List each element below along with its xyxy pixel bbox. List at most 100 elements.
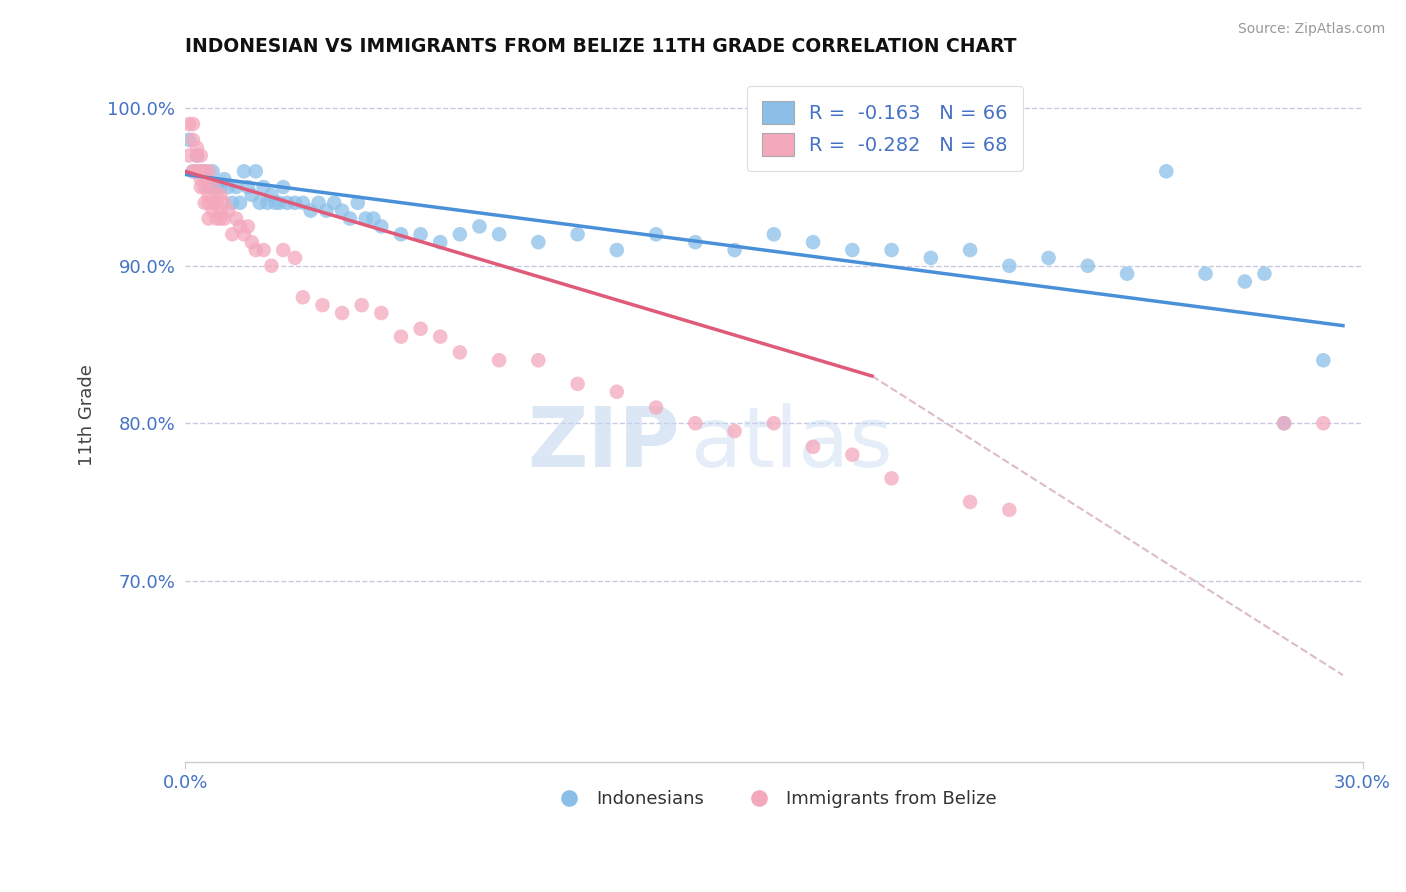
Point	[186, 141, 208, 155]
Point	[330, 306, 353, 320]
Point	[354, 211, 377, 226]
Point	[205, 195, 228, 210]
Point	[181, 164, 204, 178]
Point	[225, 180, 247, 194]
Text: Source: ZipAtlas.com: Source: ZipAtlas.com	[1237, 22, 1385, 37]
Point	[229, 195, 252, 210]
Point	[1312, 416, 1334, 430]
Point	[1272, 416, 1295, 430]
Point	[190, 164, 212, 178]
Point	[389, 329, 412, 343]
Point	[350, 298, 373, 312]
Point	[177, 133, 200, 147]
Point	[221, 227, 243, 242]
Point	[197, 180, 219, 194]
Point	[229, 219, 252, 234]
Point	[197, 188, 219, 202]
Point	[429, 329, 451, 343]
Point	[205, 180, 228, 194]
Point	[723, 424, 745, 438]
Point	[880, 471, 903, 485]
Point	[194, 195, 217, 210]
Point	[284, 251, 307, 265]
Point	[1253, 267, 1275, 281]
Point	[245, 164, 267, 178]
Point	[256, 195, 278, 210]
Point	[299, 203, 322, 218]
Point	[209, 188, 232, 202]
Point	[801, 440, 824, 454]
Point	[236, 180, 259, 194]
Point	[567, 227, 589, 242]
Point	[685, 416, 707, 430]
Point	[214, 172, 236, 186]
Point	[252, 180, 274, 194]
Point	[880, 243, 903, 257]
Point	[214, 195, 236, 210]
Point	[841, 243, 863, 257]
Point	[468, 219, 491, 234]
Point	[190, 172, 212, 186]
Point	[197, 211, 219, 226]
Point	[260, 188, 283, 202]
Point	[370, 219, 392, 234]
Y-axis label: 11th Grade: 11th Grade	[79, 365, 96, 467]
Point	[194, 180, 217, 194]
Point	[233, 227, 256, 242]
Point	[527, 353, 550, 368]
Point	[209, 211, 232, 226]
Point	[1194, 267, 1216, 281]
Point	[409, 322, 432, 336]
Point	[186, 148, 208, 162]
Point	[363, 211, 385, 226]
Point	[201, 164, 224, 178]
Point	[194, 172, 217, 186]
Point	[998, 503, 1021, 517]
Point	[177, 148, 200, 162]
Point	[1077, 259, 1099, 273]
Point	[252, 243, 274, 257]
Point	[606, 243, 628, 257]
Point	[762, 416, 785, 430]
Point	[260, 259, 283, 273]
Point	[1233, 275, 1256, 289]
Point	[249, 195, 271, 210]
Point	[194, 164, 217, 178]
Point	[190, 164, 212, 178]
Point	[201, 203, 224, 218]
Point	[645, 401, 668, 415]
Point	[920, 251, 942, 265]
Point	[488, 353, 510, 368]
Point	[181, 133, 204, 147]
Point	[527, 235, 550, 249]
Point	[217, 203, 239, 218]
Point	[311, 298, 333, 312]
Point	[236, 219, 259, 234]
Point	[186, 164, 208, 178]
Point	[723, 243, 745, 257]
Point	[959, 243, 981, 257]
Point	[276, 195, 298, 210]
Point	[190, 148, 212, 162]
Point	[240, 188, 263, 202]
Point	[197, 195, 219, 210]
Point	[1312, 353, 1334, 368]
Point	[240, 235, 263, 249]
Point	[233, 164, 256, 178]
Point	[186, 164, 208, 178]
Point	[323, 195, 346, 210]
Point	[449, 345, 471, 359]
Point	[801, 235, 824, 249]
Point	[488, 227, 510, 242]
Text: atlas: atlas	[692, 402, 893, 483]
Point	[1156, 164, 1178, 178]
Point	[762, 227, 785, 242]
Point	[194, 164, 217, 178]
Point	[291, 290, 314, 304]
Point	[330, 203, 353, 218]
Legend: Indonesians, Immigrants from Belize: Indonesians, Immigrants from Belize	[544, 782, 1004, 815]
Point	[209, 180, 232, 194]
Point	[197, 164, 219, 178]
Point	[225, 211, 247, 226]
Point	[217, 180, 239, 194]
